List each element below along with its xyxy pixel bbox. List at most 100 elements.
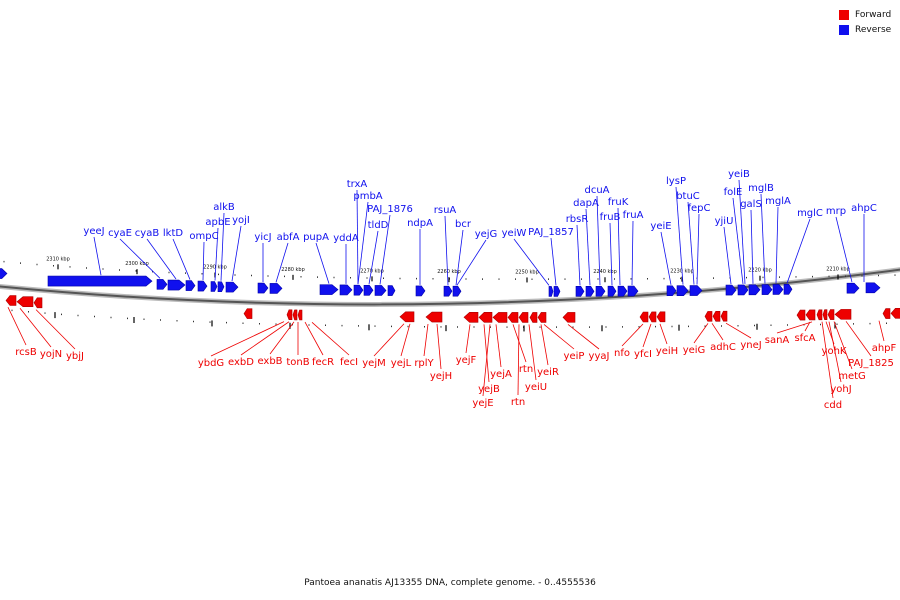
reverse-gene-feature[interactable] — [553, 286, 561, 297]
forward-gene-feature[interactable] — [529, 312, 538, 323]
reverse-gene-feature[interactable] — [783, 283, 793, 295]
reverse-gene-feature[interactable] — [210, 281, 218, 292]
gene-label-yjiu[interactable]: yjiU — [715, 216, 734, 227]
gene-label-fole[interactable]: folE — [724, 187, 743, 198]
forward-gene-feature[interactable] — [399, 311, 415, 323]
reverse-gene-feature[interactable] — [257, 282, 269, 294]
reverse-gene-feature[interactable] — [772, 284, 784, 295]
gene-label-btuc[interactable]: btuC — [676, 191, 700, 202]
gene-label-rply[interactable]: rplY — [414, 358, 434, 369]
reverse-gene-feature[interactable] — [225, 281, 239, 293]
gene-label-mrp[interactable]: mrp — [826, 206, 846, 217]
gene-label-mgla[interactable]: mglA — [765, 196, 791, 207]
gene-label-metg[interactable]: metG — [838, 371, 866, 382]
gene-label-fepc[interactable]: fepC — [687, 203, 710, 214]
gene-label-yicj[interactable]: yicJ — [254, 232, 271, 243]
gene-label-pupa[interactable]: pupA — [303, 232, 329, 243]
reverse-gene-feature[interactable] — [217, 281, 225, 293]
gene-label-yohj[interactable]: yohJ — [830, 384, 851, 395]
forward-gene-feature[interactable] — [805, 309, 816, 321]
forward-gene-feature[interactable] — [890, 308, 900, 319]
forward-gene-feature[interactable] — [562, 312, 576, 323]
gene-label-ybdg[interactable]: ybdG — [198, 358, 224, 369]
forward-gene-feature[interactable] — [882, 308, 891, 319]
reverse-gene-feature[interactable] — [865, 282, 881, 294]
gene-label-ydda[interactable]: yddA — [333, 233, 359, 244]
forward-gene-feature[interactable] — [712, 310, 721, 322]
reverse-gene-feature[interactable] — [353, 284, 364, 296]
gene-label-cdd[interactable]: cdd — [824, 400, 842, 411]
reverse-gene-feature[interactable] — [846, 282, 860, 294]
gene-label-frua[interactable]: fruA — [623, 210, 644, 221]
gene-label-rtn[interactable]: rtn — [511, 397, 525, 408]
gene-label-frub[interactable]: fruB — [600, 212, 621, 223]
forward-gene-feature[interactable] — [478, 312, 493, 323]
gene-label-yeir[interactable]: yeiR — [537, 367, 559, 378]
gene-label-rbsr[interactable]: rbsR — [566, 214, 589, 225]
reverse-gene-feature[interactable] — [387, 285, 396, 296]
forward-gene-feature[interactable] — [292, 309, 298, 321]
gene-label-yejf[interactable]: yejF — [456, 355, 477, 366]
gene-label-tldd[interactable]: tldD — [368, 220, 389, 231]
gene-label-dapa[interactable]: dapA — [573, 198, 599, 209]
gene-label-yoji[interactable]: yojI — [232, 215, 250, 226]
gene-label-trxa[interactable]: trxA — [347, 179, 368, 190]
forward-gene-feature[interactable] — [827, 309, 835, 320]
gene-label-bcr[interactable]: bcr — [455, 219, 472, 230]
gene-label-abfa[interactable]: abfA — [277, 232, 300, 243]
forward-gene-feature[interactable] — [5, 295, 17, 306]
reverse-gene-feature[interactable] — [761, 284, 773, 295]
gene-label-fecr[interactable]: fecR — [312, 357, 334, 368]
gene-label-adhc[interactable]: adhC — [710, 342, 736, 353]
forward-gene-feature[interactable] — [33, 297, 43, 309]
forward-gene-feature[interactable] — [243, 308, 253, 319]
gene-label-mglb[interactable]: mglB — [748, 183, 774, 194]
gene-label-rsua[interactable]: rsuA — [434, 205, 457, 216]
reverse-gene-feature[interactable] — [607, 285, 617, 297]
gene-label-exbb[interactable]: exbB — [257, 356, 282, 367]
reverse-gene-feature[interactable] — [452, 285, 462, 297]
reverse-gene-feature[interactable] — [725, 284, 737, 296]
gene-label-lktd[interactable]: lktD — [163, 228, 183, 239]
forward-gene-feature[interactable] — [648, 311, 657, 323]
reverse-gene-feature[interactable] — [443, 285, 453, 297]
reverse-gene-feature[interactable] — [585, 286, 595, 297]
reverse-gene-feature[interactable] — [0, 268, 8, 279]
reverse-gene-feature[interactable] — [617, 285, 628, 297]
forward-gene-feature[interactable] — [297, 309, 303, 321]
gene-label-yyaj[interactable]: yyaJ — [589, 351, 610, 362]
reverse-gene-feature[interactable] — [319, 284, 339, 295]
forward-gene-feature[interactable] — [492, 312, 508, 323]
gene-label-sfca[interactable]: sfcA — [794, 333, 815, 344]
gene-label-fruk[interactable]: fruK — [608, 197, 629, 208]
gene-label-pmba[interactable]: pmbA — [353, 191, 382, 202]
reverse-gene-feature[interactable] — [748, 284, 761, 296]
gene-label-yfci[interactable]: yfcI — [634, 349, 652, 360]
reverse-gene-feature[interactable] — [666, 285, 677, 297]
gene-label-feci[interactable]: fecI — [340, 357, 358, 368]
forward-gene-feature[interactable] — [720, 310, 728, 322]
gene-label-dcua[interactable]: dcuA — [584, 185, 609, 196]
forward-gene-feature[interactable] — [639, 311, 649, 323]
reverse-gene-feature[interactable] — [339, 284, 353, 296]
gene-label-cyab[interactable]: cyaB — [135, 228, 160, 239]
gene-label-cyae[interactable]: cyaE — [108, 228, 132, 239]
reverse-gene-feature[interactable] — [156, 279, 168, 290]
gene-label-yeiu[interactable]: yeiU — [525, 382, 547, 393]
forward-gene-feature[interactable] — [834, 309, 852, 320]
reverse-gene-feature[interactable] — [269, 283, 283, 294]
reverse-gene-feature[interactable] — [197, 280, 208, 292]
gene-label-ynej[interactable]: yneJ — [740, 340, 761, 351]
gene-label-yohk[interactable]: yohK — [822, 346, 847, 357]
gene-label-ahpf[interactable]: ahpF — [872, 343, 897, 354]
forward-gene-feature[interactable] — [518, 312, 529, 323]
gene-label-tonb[interactable]: tonB — [286, 357, 309, 368]
gene-label-ybjj[interactable]: ybjJ — [66, 351, 84, 362]
gene-label-ahpc[interactable]: ahpC — [851, 203, 877, 214]
gene-label-yojn[interactable]: yojN — [40, 349, 62, 360]
gene-label-yeej[interactable]: yeeJ — [83, 226, 104, 237]
forward-gene-feature[interactable] — [704, 311, 713, 322]
gene-label-paj-1825[interactable]: PAJ_1825 — [848, 358, 894, 369]
reverse-gene-feature[interactable] — [47, 275, 153, 287]
forward-gene-feature[interactable] — [425, 311, 443, 323]
